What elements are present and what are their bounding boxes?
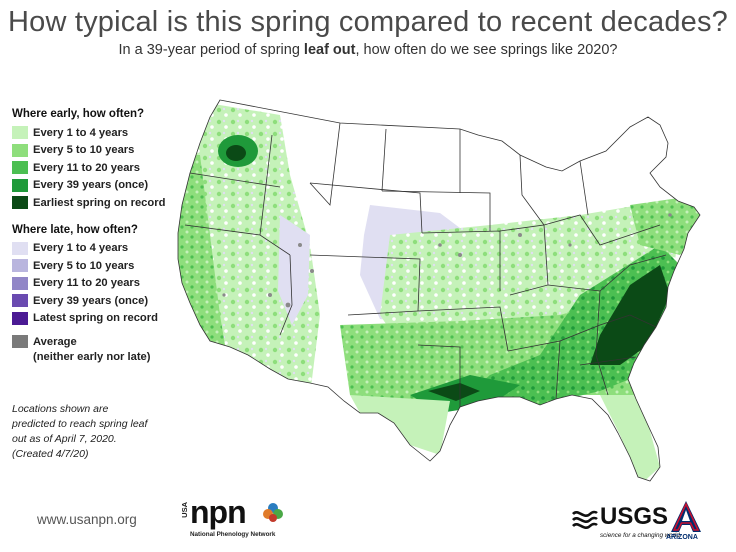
legend-average-line1: Average [33,336,77,348]
legend-item-late: Every 5 to 10 years [12,257,187,275]
state-borders [177,99,701,482]
usgs-wordmark: USGS [600,503,669,530]
legend-label: Every 11 to 20 years [33,161,140,174]
subtitle-suffix: , how often do we see springs like 2020? [355,42,618,58]
legend-swatch-average [12,335,28,348]
npn-subtitle: National Phenology Network [190,531,276,538]
legend-item-late: Latest spring on record [12,310,187,328]
npn-flower-icon [263,503,283,522]
legend-swatch [12,241,28,255]
us-leaf-out-map [177,99,701,482]
average-dots [222,213,672,308]
legend-early-list: Every 1 to 4 years Every 5 to 10 years Eve… [12,124,187,212]
note-line: Locations shown are [12,403,109,415]
legend-label: Every 11 to 20 years [33,277,140,290]
arizona-a-icon [671,501,701,532]
note-line: predicted to reach spring leaf [12,418,148,430]
legend-swatch [12,161,28,175]
page-subtitle: In a 39-year period of spring leaf out, … [0,42,736,58]
university-arizona-logo: ARIZONA [666,500,708,544]
legend-item-early: Every 5 to 10 years [12,142,187,160]
legend-label: Every 39 years (once) [33,294,149,307]
legend-swatch [12,126,28,140]
note-line: out as of April 7, 2020. [12,433,117,445]
legend-label: Every 1 to 4 years [33,242,129,255]
map-legend: Where early, how often? Every 1 to 4 yea… [12,108,187,365]
legend-label: Every 1 to 4 years [33,126,129,139]
region-texas [350,395,450,455]
legend-item-late: Every 39 years (once) [12,292,187,310]
legend-item-early: Every 11 to 20 years [12,159,187,177]
website-link[interactable]: www.usanpn.org [37,512,137,527]
legend-late-list: Every 1 to 4 years Every 5 to 10 years Eve… [12,240,187,328]
legend-item-early: Every 1 to 4 years [12,124,187,142]
legend-swatch [12,294,28,308]
legend-average-line2: (neither early nor late) [33,351,151,363]
map-note: Locations shown are predicted to reach s… [12,402,162,462]
legend-swatch [12,311,28,325]
npn-wordmark: npn [190,494,247,530]
region-northeast [630,195,700,255]
legend-swatch [12,143,28,157]
legend-average: Average (neither early nor late) [12,335,187,365]
region-southeast-earliest [460,245,680,413]
page-title: How typical is this spring compared to r… [7,6,729,38]
legend-item-late: Every 1 to 4 years [12,240,187,258]
map-regions [178,100,700,481]
legend-label: Every 39 years (once) [33,179,149,192]
note-line: (Created 4/7/20) [12,448,89,460]
legend-item-early: Every 39 years (once) [12,177,187,195]
region-florida [600,395,660,481]
arizona-wordmark: ARIZONA [666,534,698,541]
npn-logo: USA npn National Phenology Network [180,494,290,542]
npn-usa-text: USA [180,502,189,518]
legend-swatch [12,178,28,192]
subtitle-emphasis: leaf out [303,42,356,58]
legend-item-late: Every 11 to 20 years [12,275,187,293]
legend-label: Earliest spring on record [33,196,166,209]
usgs-tagline: science for a changing world [600,532,680,539]
legend-item-early: Earliest spring on record [12,194,187,212]
region-basin-late [278,215,310,325]
subtitle-prefix: In a 39-year period of spring [118,42,304,58]
legend-average-label: Average (neither early nor late) [33,335,151,365]
legend-swatch [12,276,28,290]
legend-late-heading: Where late, how often? [12,223,138,236]
region-pacific-coast [178,155,230,375]
legend-label: Every 5 to 10 years [33,259,135,272]
legend-swatch [12,259,28,273]
legend-early-heading: Where early, how often? [12,108,145,120]
usgs-logo: USGS science for a changing world [572,503,680,544]
legend-label: Every 5 to 10 years [33,144,135,157]
legend-label: Latest spring on record [33,312,158,325]
legend-swatch [12,196,28,210]
usgs-wave-icon [572,510,598,529]
